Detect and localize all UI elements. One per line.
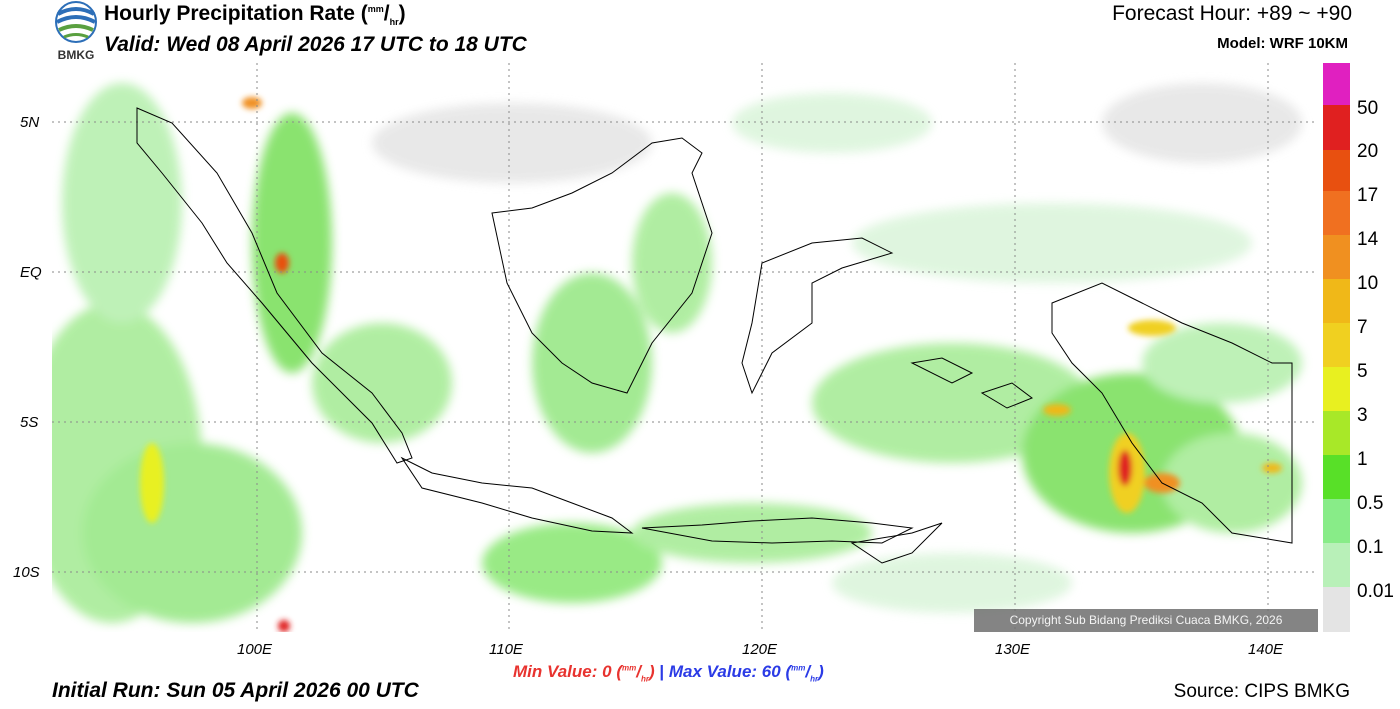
legend-swatch	[1323, 367, 1350, 411]
max-unit-den: hr	[810, 674, 819, 684]
legend-swatch	[1323, 323, 1350, 367]
lon-label: 100E	[237, 641, 273, 658]
lat-label: 5S	[20, 414, 39, 431]
min-unit-num: mm	[622, 663, 637, 673]
legend-swatch	[1323, 191, 1350, 235]
legend-label: 14	[1357, 229, 1379, 250]
chart-title: Hourly Precipitation Rate (mm/hr)	[104, 2, 406, 28]
model-name: Model: WRF 10KM	[1217, 35, 1348, 52]
bmkg-logo: BMKG	[55, 1, 97, 62]
min-value: 0	[602, 662, 612, 681]
legend-label: 0.5	[1357, 493, 1384, 514]
title-unit-num: mm	[367, 4, 384, 14]
precipitation-map	[52, 63, 1318, 632]
valid-time: Valid: Wed 08 April 2026 17 UTC to 18 UT…	[104, 33, 527, 56]
legend-label: 0.01	[1357, 581, 1394, 602]
legend-label: 10	[1357, 273, 1379, 294]
legend-swatch	[1323, 63, 1350, 105]
max-unit-num: mm	[791, 663, 806, 673]
initial-run: Initial Run: Sun 05 April 2026 00 UTC	[52, 679, 419, 702]
lon-label: 110E	[489, 641, 523, 658]
legend-label: 7	[1357, 317, 1368, 338]
value-stats: Min Value: 0 (mm/hr) | Max Value: 60 (mm…	[513, 662, 824, 684]
max-value: 60	[761, 662, 781, 681]
legend-swatch	[1323, 411, 1350, 455]
legend-label: 50	[1357, 98, 1379, 119]
lon-label: 130E	[995, 641, 1031, 658]
forecast-hour: Forecast Hour: +89 ~ +90	[1112, 2, 1352, 25]
lon-label: 140E	[1248, 641, 1284, 658]
legend-label: 5	[1357, 361, 1368, 382]
graticule	[52, 63, 1318, 632]
legend-swatch	[1323, 279, 1350, 323]
lat-label: 5N	[20, 114, 40, 131]
min-value-label: Min Value:	[513, 662, 598, 681]
legend-label: 17	[1357, 185, 1379, 206]
legend-label: 3	[1357, 405, 1368, 426]
stats-separator: |	[659, 662, 665, 681]
legend-swatch	[1323, 105, 1350, 150]
lat-label: 10S	[13, 564, 40, 581]
lon-label: 120E	[742, 641, 778, 658]
legend-swatch	[1323, 587, 1350, 632]
source-credit: Source: CIPS BMKG	[1173, 681, 1350, 702]
legend-swatch	[1323, 455, 1350, 499]
logo-text: BMKG	[58, 48, 95, 62]
legend-swatch	[1323, 150, 1350, 191]
legend-swatch	[1323, 499, 1350, 543]
min-unit-den: hr	[640, 674, 649, 684]
lat-label: EQ	[20, 264, 42, 281]
legend-swatch	[1323, 235, 1350, 279]
title-unit-den: hr	[389, 17, 399, 28]
coastlines	[136, 107, 1293, 564]
max-value-label: Max Value:	[668, 662, 758, 681]
legend-swatch	[1323, 543, 1350, 587]
legend-label: 20	[1357, 141, 1379, 162]
copyright-notice: Copyright Sub Bidang Prediksi Cuaca BMKG…	[974, 609, 1318, 632]
legend-colorbar	[1323, 63, 1350, 632]
legend-label: 0.1	[1357, 537, 1384, 558]
legend-label: 1	[1357, 449, 1368, 470]
